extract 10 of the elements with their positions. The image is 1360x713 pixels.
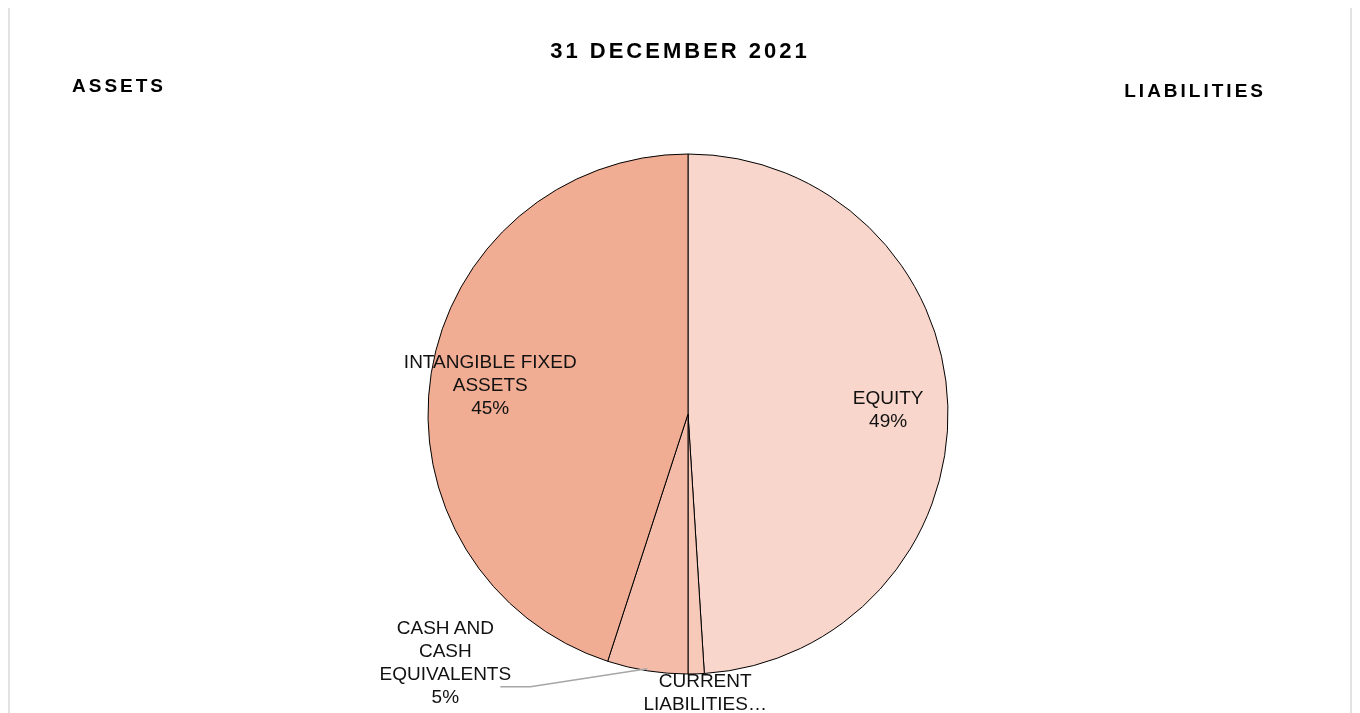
text: LIABILITIES (1124, 80, 1266, 101)
data-label: 49% (869, 409, 908, 431)
text: ASSETS (72, 75, 167, 96)
slice-label: EQUITY (852, 386, 924, 408)
chart-title: 31 DECEMBER 2021 (550, 38, 810, 63)
slice-label: CURRENT LIABILITIES… (643, 669, 767, 713)
data-label: 45% (471, 396, 510, 418)
data-label: 5% (431, 685, 460, 707)
slice-label: CASH AND CASH EQUIVALENTS (379, 616, 512, 684)
slice-label: INTANGIBLE FIXED ASSETS (403, 350, 577, 395)
